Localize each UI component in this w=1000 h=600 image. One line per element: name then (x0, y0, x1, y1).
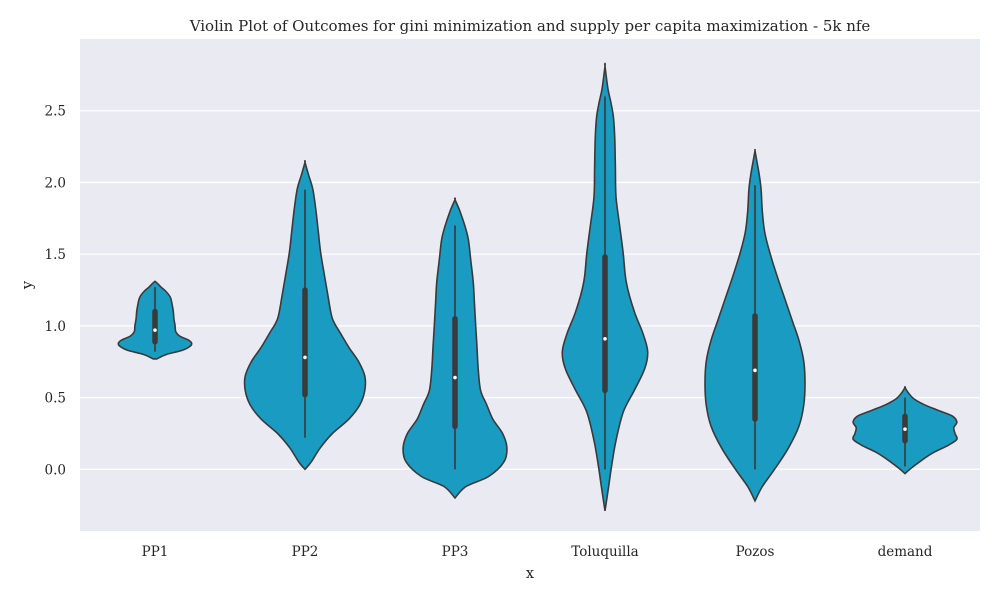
y-axis-label: y (20, 280, 36, 290)
x-tick-label: PP2 (292, 544, 319, 560)
violin-median-dot (153, 328, 157, 332)
violin-median-dot (603, 336, 607, 341)
x-tick-label: PP3 (442, 544, 469, 560)
x-axis-label: x (526, 566, 534, 582)
x-tick-label: Pozos (736, 544, 775, 560)
chart-title: Violin Plot of Outcomes for gini minimiz… (189, 17, 871, 35)
violin-demand (852, 386, 958, 475)
y-tick-label: 0.5 (45, 391, 66, 407)
gridlines (80, 110, 980, 470)
y-tick-labels: 0.0 0.5 1.0 1.5 2.0 2.5 (45, 104, 66, 479)
y-tick-label: 2.0 (45, 175, 66, 191)
y-tick-label: 0.0 (45, 462, 66, 478)
violin-pp3 (402, 197, 508, 500)
violin-pp1 (117, 280, 193, 360)
violin-toluquilla (561, 62, 649, 512)
violin-median-dot (753, 368, 757, 373)
x-tick-label: demand (878, 544, 933, 560)
x-tick-labels: PP1 PP2 PP3 Toluquilla Pozos demand (142, 544, 933, 560)
x-tick-label: PP1 (142, 544, 169, 560)
plot-background (80, 39, 980, 531)
violin-median-dot (453, 375, 457, 380)
violin-pozos (704, 148, 806, 503)
x-tick-label: Toluquilla (571, 544, 638, 560)
violin-median-dot (303, 355, 307, 360)
y-tick-label: 1.5 (45, 247, 66, 263)
violins (117, 62, 958, 512)
y-tick-label: 2.5 (45, 104, 66, 120)
y-tick-label: 1.0 (45, 319, 66, 335)
violin-median-dot (903, 427, 907, 431)
violin-pp2 (243, 159, 367, 471)
